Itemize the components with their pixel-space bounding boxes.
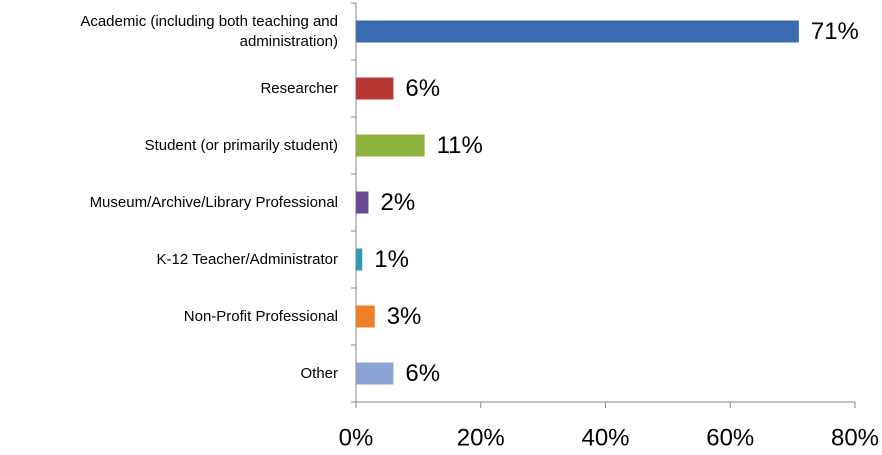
x-tick-label: 20% — [457, 424, 505, 451]
x-tick-label: 0% — [339, 424, 374, 451]
y-tick-label: Museum/Archive/Library Professional — [89, 193, 338, 211]
bar — [356, 305, 375, 328]
x-tick-label: 80% — [831, 424, 879, 451]
value-label: 71% — [811, 18, 859, 45]
bar — [356, 362, 394, 385]
value-label: 2% — [380, 189, 415, 216]
x-tick-label: 40% — [581, 424, 629, 451]
x-tick-label: 60% — [706, 424, 754, 451]
y-tick-label: Student (or primarily student) — [144, 136, 338, 154]
bar — [356, 134, 425, 157]
y-tick-label: Other — [300, 364, 338, 382]
y-tick-label: Researcher — [260, 79, 338, 97]
value-label: 11% — [437, 132, 483, 159]
bar — [356, 248, 363, 271]
bar — [356, 191, 369, 214]
bar — [356, 77, 394, 100]
value-label: 6% — [405, 360, 440, 387]
value-label: 3% — [387, 303, 422, 330]
bar — [356, 20, 799, 43]
value-label: 6% — [405, 75, 440, 102]
y-tick-label: Academic (including both teaching and ad… — [80, 12, 338, 50]
value-label: 1% — [374, 246, 409, 273]
y-tick-label: K-12 Teacher/Administrator — [156, 250, 338, 268]
y-tick-label: Non-Profit Professional — [183, 307, 338, 325]
